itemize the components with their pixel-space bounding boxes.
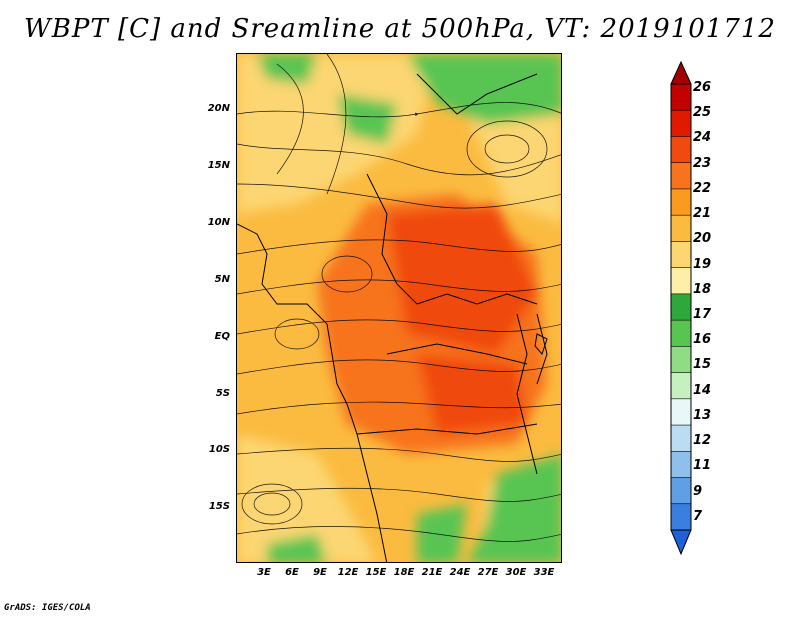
colorbar-segment bbox=[670, 372, 692, 400]
lon-label-27e: 27E bbox=[477, 567, 499, 578]
colorbar-bottom-arrow bbox=[670, 529, 692, 556]
colorbar-label: 9 bbox=[693, 483, 703, 499]
lat-label-20n: 20N bbox=[207, 103, 230, 114]
colorbar-label: 12 bbox=[693, 433, 712, 449]
lon-label-33e: 33E bbox=[533, 567, 555, 578]
lon-label-6e: 6E bbox=[285, 567, 299, 578]
colorbar-segment bbox=[670, 241, 692, 269]
map-canvas bbox=[237, 54, 561, 562]
lon-label-21e: 21E bbox=[421, 567, 443, 578]
colorbar-label: 22 bbox=[693, 180, 712, 196]
colorbar-segment bbox=[670, 136, 692, 164]
colorbar-segment bbox=[670, 162, 692, 190]
lat-label-15s: 15S bbox=[208, 501, 230, 512]
colorbar-segment bbox=[670, 424, 692, 453]
colorbar-top-arrow bbox=[670, 60, 692, 85]
lon-label-24e: 24E bbox=[449, 567, 471, 578]
colorbar-segment bbox=[670, 188, 692, 216]
lat-label-5n: 5N bbox=[214, 274, 230, 285]
colorbar-segment bbox=[670, 450, 692, 479]
colorbar-segment bbox=[670, 398, 692, 426]
colorbar-label: 21 bbox=[693, 206, 712, 222]
lat-label-10s: 10S bbox=[208, 444, 230, 455]
lon-label-12e: 12E bbox=[337, 567, 359, 578]
colorbar bbox=[670, 60, 692, 556]
colorbar-label: 17 bbox=[693, 307, 712, 322]
lat-label-5s: 5S bbox=[215, 388, 230, 399]
colorbar-label: 20 bbox=[693, 231, 712, 247]
colorbar-segment bbox=[670, 293, 692, 321]
lon-label-30e: 30E bbox=[505, 567, 527, 578]
colorbar-label: 14 bbox=[693, 382, 712, 398]
colorbar-segment bbox=[670, 319, 692, 348]
colorbar-label: 11 bbox=[693, 458, 712, 474]
footer-credit: GrADS: IGES/COLA bbox=[4, 603, 91, 613]
lat-label-eq: EQ bbox=[214, 331, 230, 342]
colorbar-segment bbox=[670, 214, 692, 243]
colorbar-label: 24 bbox=[693, 130, 712, 146]
colorbar-segment bbox=[670, 109, 692, 138]
colorbar-label: 23 bbox=[693, 155, 712, 171]
lon-label-3e: 3E bbox=[257, 567, 271, 578]
lon-label-15e: 15E bbox=[365, 567, 387, 578]
map-panel bbox=[236, 53, 562, 563]
colorbar-segment bbox=[670, 503, 692, 531]
colorbar-label: 13 bbox=[693, 407, 712, 423]
colorbar-label: 15 bbox=[693, 357, 712, 373]
lat-label-10n: 10N bbox=[207, 217, 230, 228]
colorbar-segment bbox=[670, 83, 692, 112]
lon-label-18e: 18E bbox=[393, 567, 415, 578]
colorbar-label: 16 bbox=[693, 332, 712, 348]
colorbar-label: 7 bbox=[693, 508, 703, 524]
colorbar-segment bbox=[670, 477, 692, 505]
colorbar-label: 18 bbox=[693, 281, 712, 297]
colorbar-label: 25 bbox=[693, 105, 712, 121]
map-title: WBPT [C] and Sreamline at 500hPa, VT: 20… bbox=[24, 14, 776, 44]
colorbar-segment bbox=[670, 267, 692, 295]
colorbar-segment bbox=[670, 346, 692, 374]
colorbar-label: 19 bbox=[693, 256, 712, 272]
lon-label-9e: 9E bbox=[313, 567, 327, 578]
lat-label-15n: 15N bbox=[207, 160, 230, 171]
colorbar-label: 26 bbox=[693, 80, 712, 95]
